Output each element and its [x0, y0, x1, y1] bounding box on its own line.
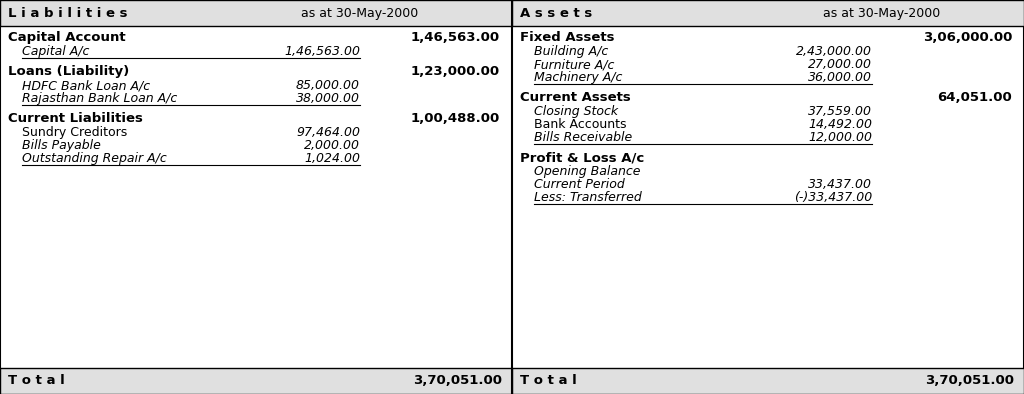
- Text: 3,70,051.00: 3,70,051.00: [925, 375, 1014, 388]
- Text: 14,492.00: 14,492.00: [808, 118, 872, 131]
- Text: 2,43,000.00: 2,43,000.00: [796, 45, 872, 58]
- Text: 85,000.00: 85,000.00: [296, 79, 360, 92]
- Text: Capital Account: Capital Account: [8, 31, 126, 44]
- Text: Profit & Loss A/c: Profit & Loss A/c: [520, 151, 644, 164]
- Text: Current Assets: Current Assets: [520, 91, 631, 104]
- Text: Less: Transferred: Less: Transferred: [534, 191, 642, 204]
- Text: 33,437.00: 33,437.00: [808, 178, 872, 191]
- Text: Fixed Assets: Fixed Assets: [520, 31, 614, 44]
- Text: Bills Receivable: Bills Receivable: [534, 131, 632, 144]
- Text: Closing Stock: Closing Stock: [534, 105, 618, 118]
- Bar: [0, 0, 512, 26]
- Text: 27,000.00: 27,000.00: [808, 58, 872, 71]
- Text: L i a b i l i t i e s: L i a b i l i t i e s: [8, 6, 128, 19]
- Text: Loans (Liability): Loans (Liability): [8, 65, 129, 78]
- Text: 3,70,051.00: 3,70,051.00: [413, 375, 502, 388]
- Text: Building A/c: Building A/c: [534, 45, 608, 58]
- Text: 1,23,000.00: 1,23,000.00: [411, 65, 500, 78]
- Text: 1,46,563.00: 1,46,563.00: [284, 45, 360, 58]
- Text: T o t a l: T o t a l: [8, 375, 65, 388]
- Text: Furniture A/c: Furniture A/c: [534, 58, 614, 71]
- Text: 2,000.00: 2,000.00: [304, 139, 360, 152]
- Text: 1,024.00: 1,024.00: [304, 152, 360, 165]
- Text: Rajasthan Bank Loan A/c: Rajasthan Bank Loan A/c: [22, 92, 177, 105]
- Text: 37,559.00: 37,559.00: [808, 105, 872, 118]
- Text: 38,000.00: 38,000.00: [296, 92, 360, 105]
- Text: Bills Payable: Bills Payable: [22, 139, 101, 152]
- Text: 97,464.00: 97,464.00: [296, 126, 360, 139]
- Text: Opening Balance: Opening Balance: [534, 165, 640, 178]
- Text: 36,000.00: 36,000.00: [808, 71, 872, 84]
- Text: Capital A/c: Capital A/c: [22, 45, 89, 58]
- Text: Current Period: Current Period: [534, 178, 625, 191]
- Bar: [512, 0, 1024, 26]
- Text: Current Liabilities: Current Liabilities: [8, 112, 143, 125]
- Text: Machinery A/c: Machinery A/c: [534, 71, 623, 84]
- Bar: [0, 368, 512, 394]
- Text: 64,051.00: 64,051.00: [937, 91, 1012, 104]
- Text: 1,00,488.00: 1,00,488.00: [411, 112, 500, 125]
- Text: 1,46,563.00: 1,46,563.00: [411, 31, 500, 44]
- Text: Outstanding Repair A/c: Outstanding Repair A/c: [22, 152, 167, 165]
- Text: Bank Accounts: Bank Accounts: [534, 118, 627, 131]
- Text: HDFC Bank Loan A/c: HDFC Bank Loan A/c: [22, 79, 151, 92]
- Bar: [512, 368, 1024, 394]
- Text: (-)33,437.00: (-)33,437.00: [794, 191, 872, 204]
- Text: Sundry Creditors: Sundry Creditors: [22, 126, 127, 139]
- Text: 12,000.00: 12,000.00: [808, 131, 872, 144]
- Text: as at 30-May-2000: as at 30-May-2000: [301, 6, 419, 19]
- Text: 3,06,000.00: 3,06,000.00: [923, 31, 1012, 44]
- Text: as at 30-May-2000: as at 30-May-2000: [823, 6, 941, 19]
- Text: T o t a l: T o t a l: [520, 375, 577, 388]
- Text: A s s e t s: A s s e t s: [520, 6, 592, 19]
